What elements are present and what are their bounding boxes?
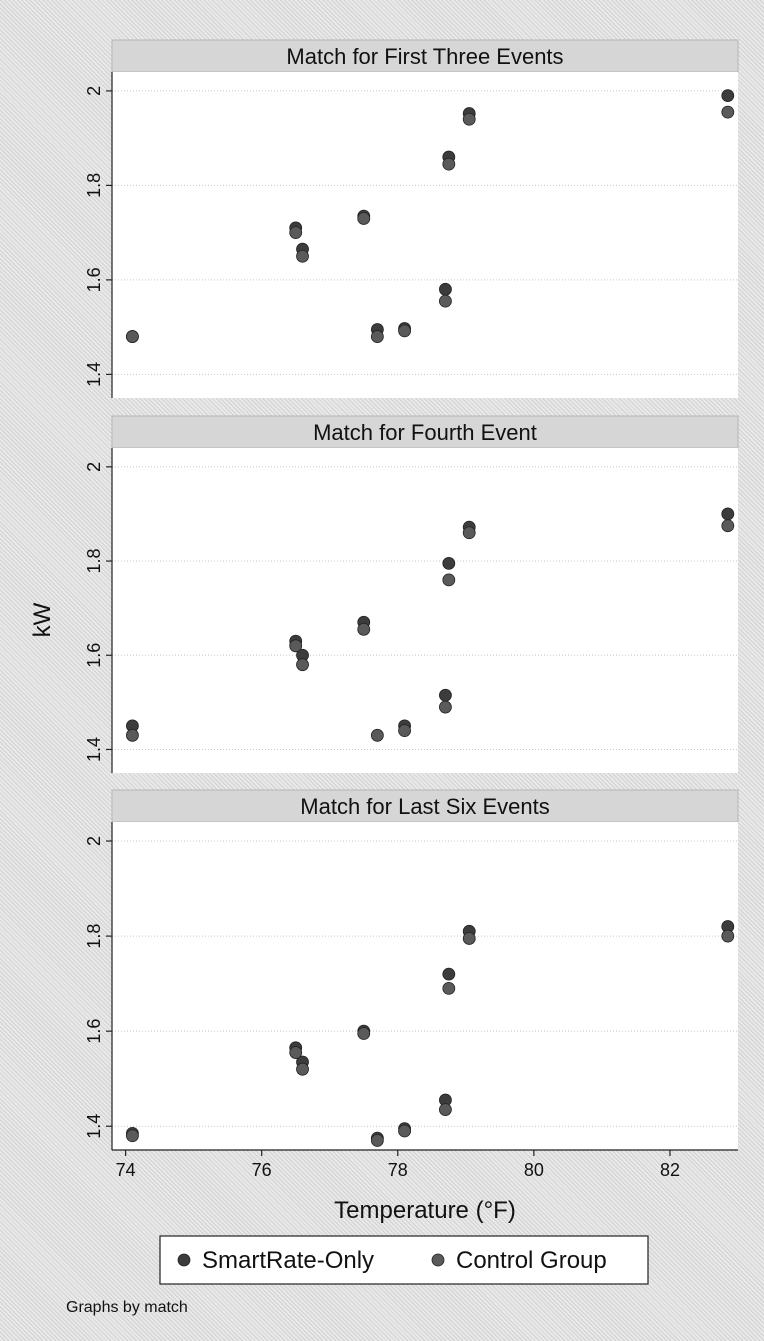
data-point <box>370 1134 384 1147</box>
x-axis-title: Temperature (°F) <box>334 1197 516 1224</box>
plot-area <box>112 448 738 773</box>
data-point <box>289 1046 303 1059</box>
x-tick-label: 78 <box>388 1160 408 1180</box>
data-point <box>370 330 384 343</box>
data-point <box>462 932 476 945</box>
x-tick-label: 82 <box>660 1160 680 1180</box>
data-point <box>462 526 476 540</box>
y-tick-label: 1.8 <box>84 173 104 198</box>
data-point <box>721 89 735 103</box>
panel-title: Match for First Three Events <box>286 44 563 69</box>
y-tick-label: 1.4 <box>84 1114 104 1139</box>
panel-1: Match for First Three Events 1.4 1.6 1.8 2 <box>84 39 739 398</box>
data-point <box>439 700 452 714</box>
y-tick-label: 1.8 <box>84 549 104 574</box>
legend-label: SmartRate-Only <box>202 1247 374 1274</box>
y-tick-label: 1.8 <box>84 924 104 949</box>
data-point <box>721 929 735 943</box>
panel-title: Match for Last Six Events <box>300 794 549 819</box>
y-tick-label: 1.6 <box>84 643 104 668</box>
data-point <box>442 157 456 171</box>
data-point <box>357 622 371 636</box>
data-point <box>289 639 303 653</box>
y-tick-label: 1.4 <box>84 737 104 762</box>
data-point <box>721 507 735 521</box>
x-tick-label: 74 <box>116 1160 136 1180</box>
data-point <box>126 1129 139 1143</box>
data-point <box>398 1124 411 1138</box>
x-tick-label: 80 <box>524 1160 544 1180</box>
y-tick-label: 1.4 <box>84 362 104 387</box>
data-point <box>439 294 452 308</box>
y-axis-title: kW <box>29 602 56 637</box>
data-point <box>439 1103 452 1116</box>
legend-marker <box>431 1253 445 1267</box>
data-point <box>296 249 309 263</box>
legend-marker <box>177 1253 191 1267</box>
data-point <box>126 728 139 742</box>
legend: SmartRate-Only Control Group <box>159 1235 649 1285</box>
panel-title: Match for Fourth Event <box>313 420 537 445</box>
data-point <box>442 556 456 570</box>
byline-note: Graphs by match <box>66 1299 188 1316</box>
plot-area <box>112 72 738 398</box>
data-point <box>296 1062 309 1076</box>
data-point <box>442 981 456 995</box>
series-control-group <box>126 929 735 1147</box>
x-tick-label: 76 <box>252 1160 272 1180</box>
legend-label: Control Group <box>456 1247 607 1274</box>
data-point <box>439 282 452 296</box>
panel-header <box>111 789 739 823</box>
y-tick-label: 2 <box>84 462 104 472</box>
y-tick-label: 2 <box>84 836 104 846</box>
y-tick-label: 1.6 <box>84 1019 104 1044</box>
panel-3: Match for Last Six Events 1.4 1.6 1.8 2 <box>84 789 739 1150</box>
legend-box <box>159 1235 649 1285</box>
data-point <box>398 324 411 338</box>
data-point <box>442 573 456 587</box>
panel-header <box>111 39 739 73</box>
y-tick-label: 2 <box>84 86 104 96</box>
plot-area <box>112 822 738 1150</box>
data-point <box>357 1027 371 1040</box>
data-point <box>370 728 384 742</box>
data-point <box>289 226 303 240</box>
series-control-group <box>126 519 735 742</box>
data-point <box>439 688 452 702</box>
data-point <box>721 519 735 533</box>
data-point <box>296 658 309 672</box>
data-point <box>721 105 735 119</box>
y-tick-label: 1.6 <box>84 267 104 292</box>
data-point <box>357 212 371 225</box>
panel-2: Match for Fourth Event 1.4 1.6 1.8 2 <box>84 415 739 773</box>
data-point <box>462 112 476 126</box>
data-point <box>398 724 411 738</box>
data-point <box>442 967 456 981</box>
series-control-group <box>126 105 735 343</box>
panel-header <box>111 415 739 449</box>
data-point <box>126 330 139 343</box>
